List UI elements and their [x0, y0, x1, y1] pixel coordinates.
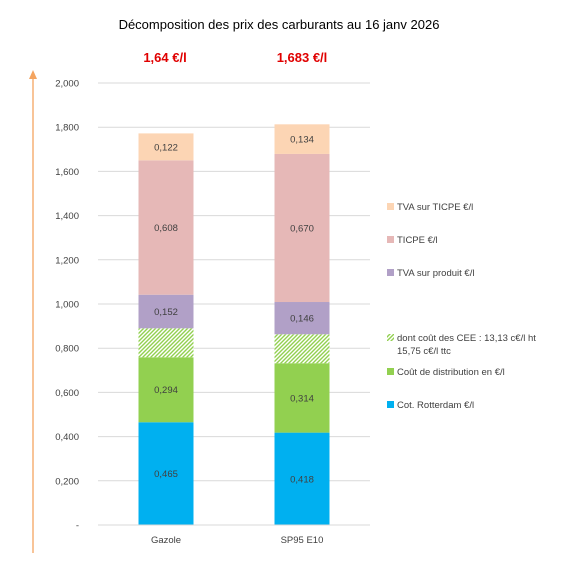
bar-segment [138, 328, 194, 358]
data-label: 0,152 [154, 307, 178, 318]
y-tick-label: 1,400 [55, 211, 79, 222]
data-label: 0,146 [290, 314, 314, 325]
category-label: SP95 E10 [281, 535, 324, 546]
legend-swatch [387, 368, 394, 375]
price-label-sp95: 1,683 €/l [277, 50, 328, 65]
y-tick-label: - [76, 521, 79, 532]
y-tick-label: 1,000 [55, 300, 79, 311]
data-label: 0,314 [290, 393, 314, 404]
legend-label: 15,75 c€/l ttc [397, 346, 451, 357]
data-label: 0,122 [154, 142, 178, 153]
legend-swatch [387, 236, 394, 243]
category-label: Gazole [151, 535, 181, 546]
data-label: 0,294 [154, 385, 178, 396]
data-label: 0,418 [290, 474, 314, 485]
data-label: 0,465 [154, 469, 178, 480]
y-tick-label: 1,600 [55, 167, 79, 178]
data-label: 0,670 [290, 223, 314, 234]
bar-segment [274, 334, 330, 364]
bar-segment [274, 124, 330, 154]
bar-segment [274, 363, 330, 433]
bars: 0,465 0,294 0,152 0,608 0,122 0,418 0,314 0,146… [138, 124, 330, 525]
bar-segment [138, 422, 194, 525]
y-tick-label: 1,200 [55, 255, 79, 266]
y-tick-label: 0,800 [55, 344, 79, 355]
y-tick-label: 0,400 [55, 432, 79, 443]
y-tick-label: 1,800 [55, 123, 79, 134]
legend-swatch [387, 401, 394, 408]
bar-segment [274, 302, 330, 335]
bar-segment [138, 160, 194, 295]
bar-segment [274, 153, 330, 303]
price-label-gazole: 1,64 €/l [143, 50, 186, 65]
legend-label: Cot. Rotterdam €/l [397, 400, 474, 411]
bar-segment [138, 294, 194, 329]
chart-title: Décomposition des prix des carburants au… [119, 17, 440, 32]
y-arrow [29, 70, 37, 553]
legend-label: Coût de distribution en €/l [397, 367, 505, 378]
legend-label: TVA sur TICPE €/l [397, 202, 473, 213]
legend-label: TICPE €/l [397, 235, 438, 246]
bar-segment [274, 432, 330, 525]
legend: TVA sur TICPE €/l TICPE €/l TVA sur produi… [387, 202, 536, 411]
y-axis: - 0,200 0,400 0,600 0,800 1,000 1,200 1,400 1,60… [55, 79, 79, 532]
legend-label: dont coût des CEE : 13,13 c€/l ht [397, 333, 536, 344]
legend-swatch [387, 269, 394, 276]
legend-label: TVA sur produit €/l [397, 268, 474, 279]
y-tick-label: 0,200 [55, 476, 79, 487]
bar-segment [138, 133, 194, 161]
bar-segment [138, 357, 194, 423]
legend-swatch [387, 203, 394, 210]
y-tick-label: 0,600 [55, 388, 79, 399]
y-tick-label: 2,000 [55, 79, 79, 90]
data-label: 0,608 [154, 223, 178, 234]
data-label: 0,134 [290, 135, 314, 146]
legend-swatch [387, 334, 394, 341]
x-axis: Gazole SP95 E10 [98, 524, 370, 546]
